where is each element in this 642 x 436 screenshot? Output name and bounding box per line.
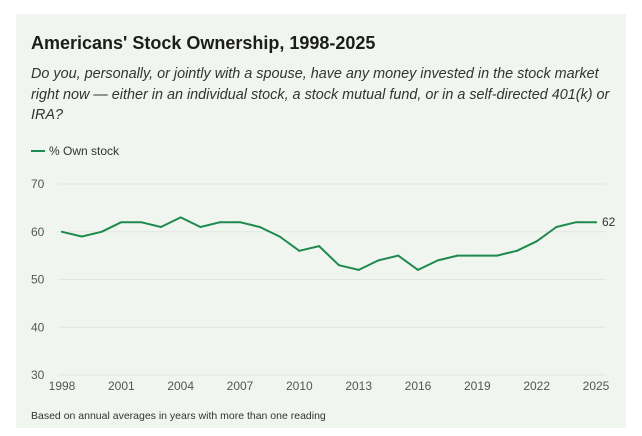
x-tick-label: 2004 xyxy=(167,379,194,393)
data-point xyxy=(456,254,459,257)
data-point xyxy=(199,225,202,228)
y-tick-label: 60 xyxy=(31,225,45,239)
data-point xyxy=(298,249,301,252)
x-tick-label: 1998 xyxy=(49,379,76,393)
x-tick-label: 2019 xyxy=(464,379,491,393)
x-tick-label: 2022 xyxy=(523,379,550,393)
data-point xyxy=(100,230,103,233)
chart-title: Americans' Stock Ownership, 1998-2025 xyxy=(31,33,376,53)
data-point xyxy=(555,225,558,228)
legend-swatch xyxy=(31,150,45,152)
data-point xyxy=(140,221,143,224)
data-point xyxy=(258,225,261,228)
data-point xyxy=(337,264,340,267)
x-tick-label: 2013 xyxy=(345,379,372,393)
x-tick-label: 2001 xyxy=(108,379,135,393)
data-point xyxy=(397,254,400,257)
data-point xyxy=(159,225,162,228)
data-point xyxy=(318,245,321,248)
data-point xyxy=(595,221,597,224)
data-point xyxy=(496,254,499,257)
data-point xyxy=(278,235,281,238)
footnote: Based on annual averages in years with m… xyxy=(31,410,326,422)
data-point xyxy=(120,221,123,224)
data-point xyxy=(515,249,518,252)
x-tick-label: 2025 xyxy=(583,379,610,393)
x-tick-label: 2007 xyxy=(227,379,254,393)
y-tick-label: 40 xyxy=(31,320,45,334)
y-tick-label: 70 xyxy=(31,177,45,191)
end-value-label: 62 xyxy=(602,215,616,229)
chart-subtitle: Do you, personally, or jointly with a sp… xyxy=(31,66,610,123)
x-tick-label: 2016 xyxy=(405,379,432,393)
chart-card: Americans' Stock Ownership, 1998-2025 Do… xyxy=(16,14,626,428)
data-point xyxy=(476,254,479,257)
data-point xyxy=(179,216,182,219)
data-point xyxy=(436,259,439,262)
data-point xyxy=(80,235,83,238)
x-tick-label: 2010 xyxy=(286,379,313,393)
data-point xyxy=(575,221,578,224)
data-point xyxy=(61,230,63,233)
data-point xyxy=(357,268,360,271)
data-point xyxy=(535,240,538,243)
y-tick-label: 30 xyxy=(31,368,45,382)
line-chart: 30 40 50 60 70 1998 2001 2004 2007 2010 2013 2016 20… xyxy=(31,177,616,393)
data-point xyxy=(239,221,241,224)
data-point xyxy=(219,221,222,224)
y-tick-label: 50 xyxy=(31,273,45,287)
legend-label: % Own stock xyxy=(49,144,120,158)
series-line xyxy=(61,216,597,271)
legend: % Own stock xyxy=(31,144,119,158)
data-point xyxy=(417,268,419,271)
data-point xyxy=(377,259,380,262)
